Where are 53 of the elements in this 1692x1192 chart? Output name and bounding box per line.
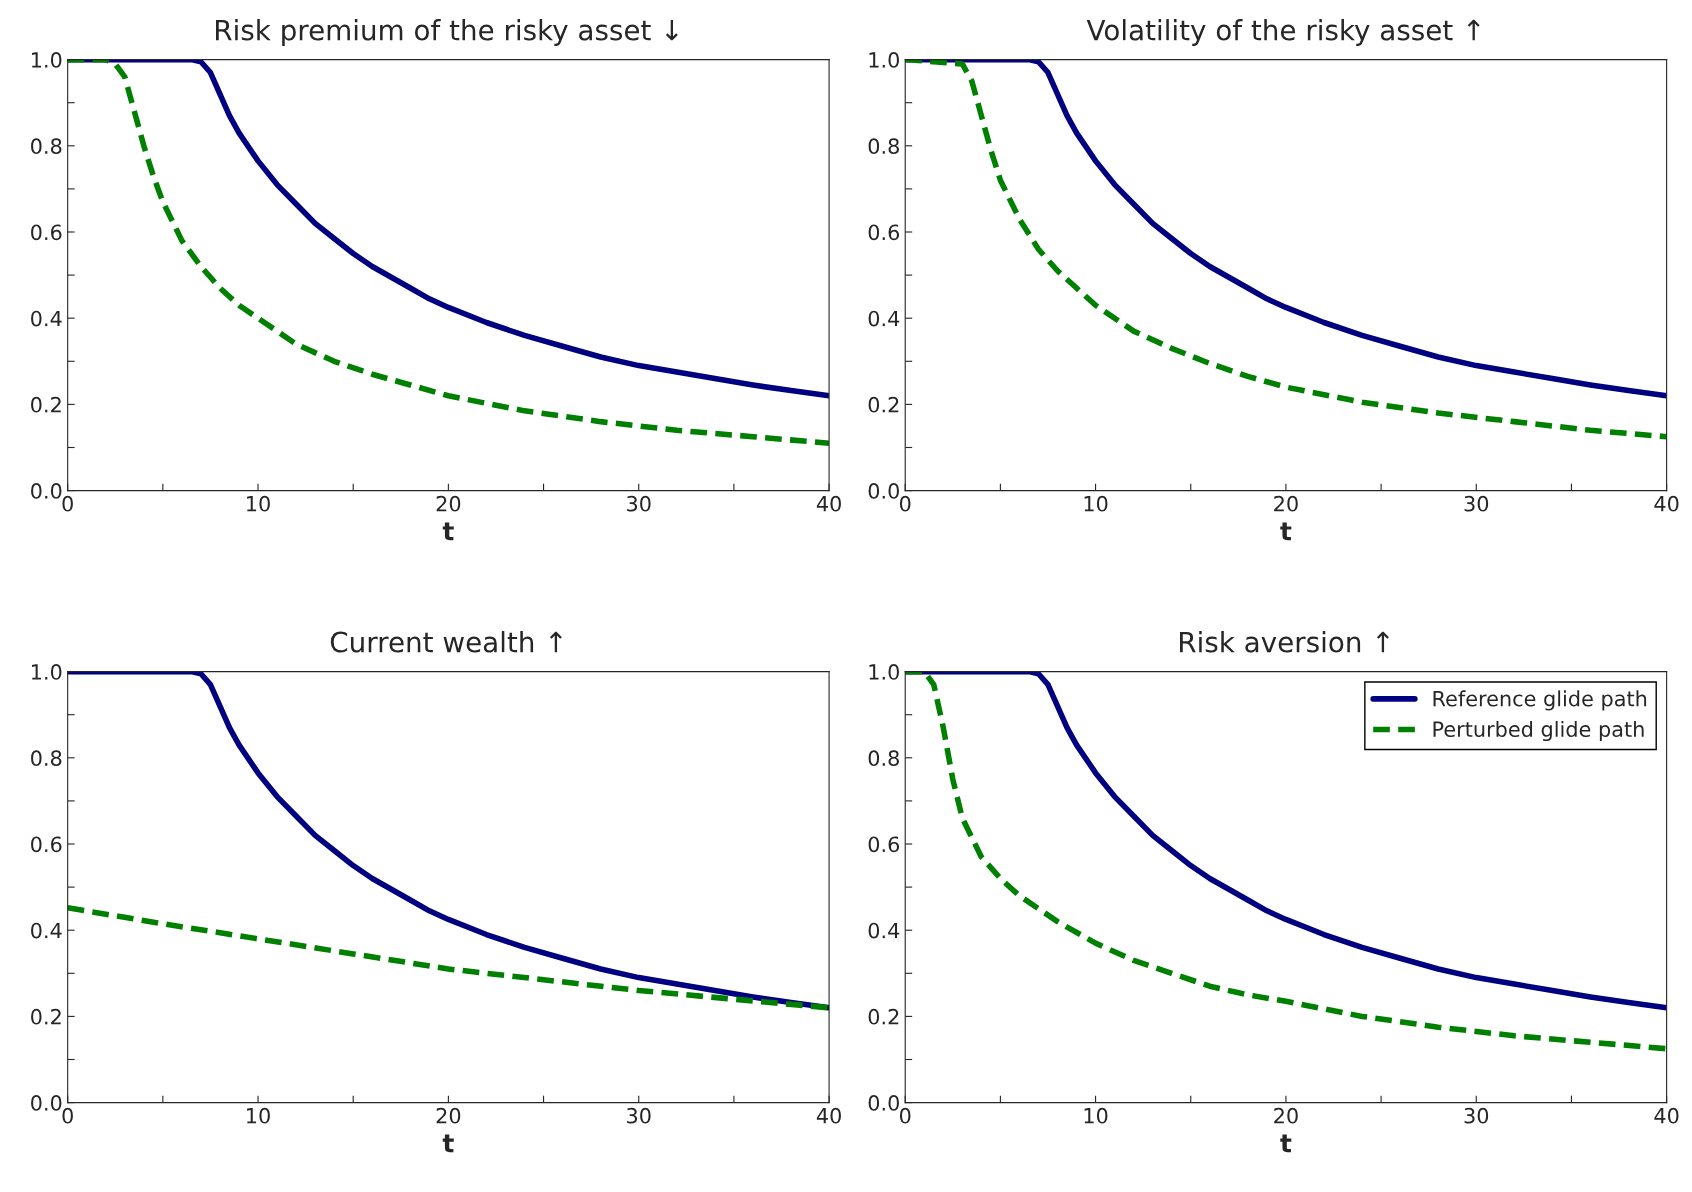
x-tick-label: 30 [1464, 1107, 1489, 1124]
y-tick-label: 1.0 [31, 52, 62, 68]
y-tick-label: 0.8 [31, 138, 62, 155]
y-tick-label: 0.2 [868, 1008, 899, 1025]
x-tick-label: 10 [1084, 495, 1108, 512]
legend-label: Reference glide path [1433, 690, 1647, 711]
x-axis-title: t [442, 1134, 454, 1153]
y-tick-label: 0.2 [31, 1008, 61, 1025]
x-tick-label: 20 [1274, 1107, 1298, 1124]
x-axis-title: t [1280, 1134, 1292, 1153]
x-tick-label: 20 [436, 1107, 461, 1124]
y-tick-label: 0.0 [31, 1095, 62, 1111]
x-tick-label: 40 [816, 1107, 841, 1124]
y-tick-label: 0.0 [868, 1095, 899, 1111]
y-tick-label: 0.4 [868, 310, 900, 327]
y-tick-label: 0.6 [31, 836, 62, 853]
chart-title: Current wealth ↑ [330, 631, 562, 653]
x-tick-label: 40 [1654, 1107, 1679, 1124]
y-tick-label: 1.0 [869, 664, 899, 680]
y-tick-label: 0.0 [868, 483, 899, 499]
y-tick-label: 0.4 [31, 310, 62, 327]
legend-label: Perturbed glide path [1433, 720, 1644, 742]
chart-title: Volatility of the risky asset ↑ [1086, 19, 1480, 46]
y-tick-label: 0.6 [868, 224, 900, 241]
x-axis-title: t [442, 522, 454, 541]
y-tick-label: 0.8 [868, 750, 899, 767]
y-tick-label: 0.2 [31, 396, 61, 413]
y-tick-label: 0.4 [31, 922, 62, 939]
x-tick-label: 0 [899, 495, 911, 512]
x-tick-label: 10 [247, 1107, 270, 1124]
x-tick-label: 0 [62, 495, 73, 512]
y-tick-label: 0.2 [868, 396, 899, 413]
x-axis-title: t [1280, 522, 1292, 541]
x-tick-label: 10 [247, 495, 270, 512]
chart-title: Risk aversion ↑ [1180, 631, 1389, 653]
chart-title: Risk premium of the risky asset ↓ [216, 19, 678, 46]
x-tick-label: 0 [62, 1107, 73, 1124]
y-tick-label: 0.8 [868, 138, 899, 155]
y-tick-label: 0.6 [868, 836, 900, 853]
y-tick-label: 0.8 [31, 750, 62, 767]
x-tick-label: 10 [1084, 1107, 1108, 1124]
y-tick-label: 0.4 [868, 922, 900, 939]
x-tick-label: 20 [436, 495, 461, 512]
y-tick-label: 1.0 [31, 664, 62, 680]
x-tick-label: 30 [627, 495, 651, 512]
y-tick-label: 1.0 [869, 52, 899, 68]
x-tick-label: 30 [1464, 495, 1489, 512]
x-tick-label: 40 [1654, 495, 1679, 512]
x-tick-label: 20 [1274, 495, 1298, 512]
x-tick-label: 40 [816, 495, 841, 512]
y-tick-label: 0.6 [31, 224, 62, 241]
x-tick-label: 30 [627, 1107, 651, 1124]
x-tick-label: 0 [899, 1107, 911, 1124]
